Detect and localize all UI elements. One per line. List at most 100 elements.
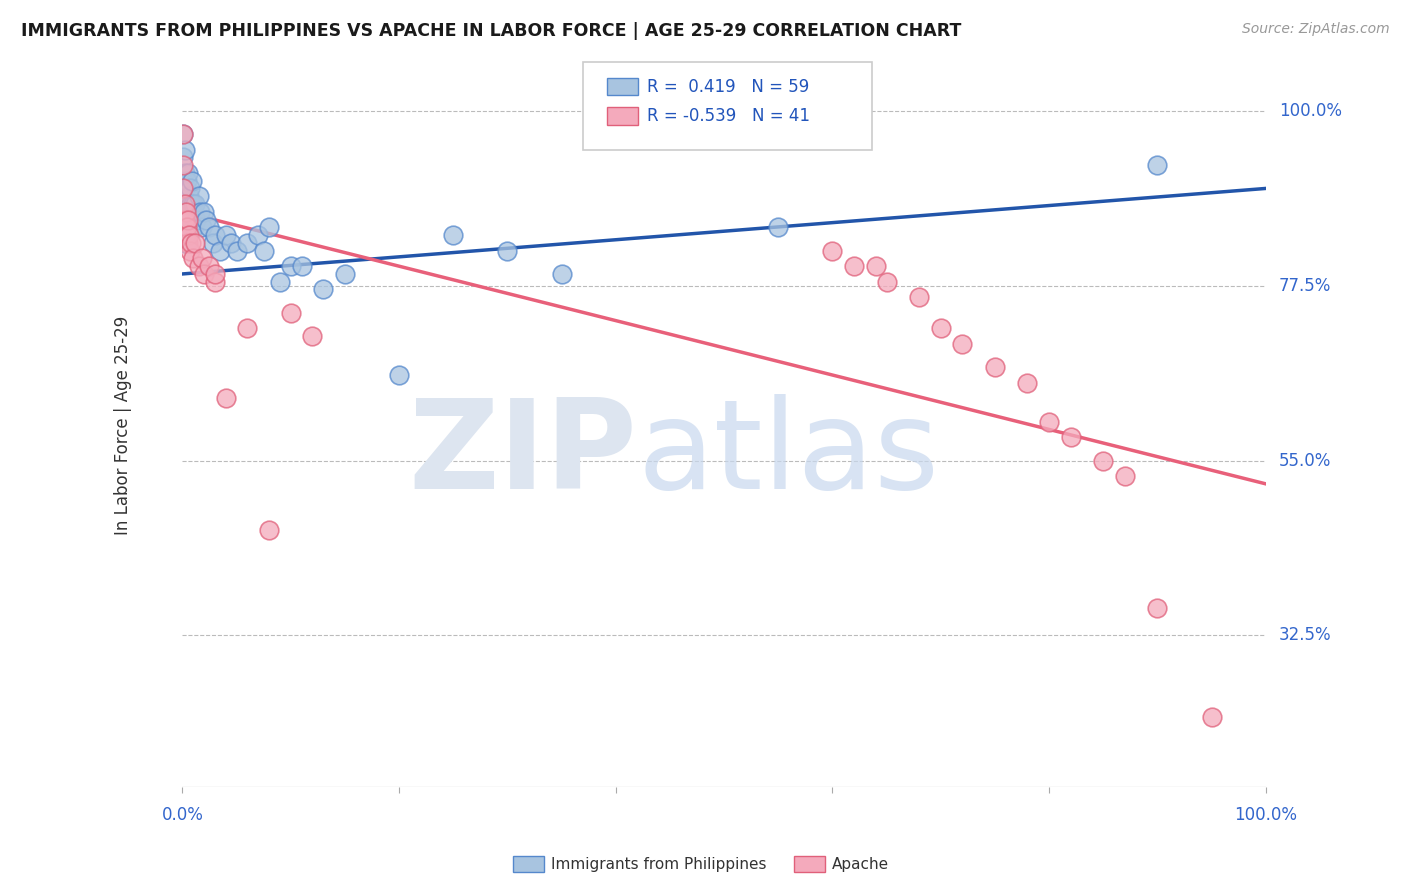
Point bbox=[201, 235, 224, 250]
Point bbox=[174, 220, 197, 235]
Point bbox=[301, 329, 323, 343]
Point bbox=[177, 235, 200, 250]
Point bbox=[280, 259, 302, 273]
Text: ZIP: ZIP bbox=[409, 394, 637, 515]
Point bbox=[177, 197, 200, 211]
Text: 32.5%: 32.5% bbox=[1278, 626, 1331, 644]
Text: R =  0.419   N = 59: R = 0.419 N = 59 bbox=[647, 78, 808, 95]
Point bbox=[252, 244, 274, 258]
Point bbox=[174, 181, 197, 195]
Text: atlas: atlas bbox=[637, 394, 939, 515]
Point bbox=[172, 158, 194, 172]
Point bbox=[876, 275, 898, 289]
Point bbox=[179, 212, 201, 227]
Point bbox=[766, 220, 789, 235]
Point bbox=[257, 220, 280, 235]
Point bbox=[204, 275, 226, 289]
Point bbox=[183, 220, 205, 235]
Point bbox=[176, 228, 198, 243]
Point bbox=[179, 244, 201, 258]
Point bbox=[173, 212, 195, 227]
Text: 100.0%: 100.0% bbox=[1234, 806, 1298, 824]
Point bbox=[1201, 710, 1223, 724]
Point bbox=[1060, 430, 1083, 444]
Point bbox=[842, 259, 865, 273]
Point bbox=[173, 197, 195, 211]
Point bbox=[172, 228, 194, 243]
Point bbox=[181, 252, 204, 266]
Text: Apache: Apache bbox=[832, 857, 890, 871]
Text: 0.0%: 0.0% bbox=[162, 806, 204, 824]
Point bbox=[441, 228, 464, 243]
Point bbox=[172, 150, 194, 164]
Point bbox=[950, 337, 973, 351]
Point bbox=[177, 212, 200, 227]
Point bbox=[173, 166, 195, 180]
Text: R = -0.539   N = 41: R = -0.539 N = 41 bbox=[647, 107, 810, 125]
Point bbox=[174, 235, 197, 250]
Point bbox=[176, 174, 198, 188]
Point bbox=[172, 181, 194, 195]
Point bbox=[1146, 158, 1168, 172]
Point bbox=[209, 244, 232, 258]
Point bbox=[173, 235, 195, 250]
Point bbox=[204, 228, 226, 243]
Point bbox=[188, 204, 211, 219]
Point bbox=[1114, 469, 1136, 483]
Point bbox=[181, 174, 204, 188]
Point bbox=[176, 220, 198, 235]
Point bbox=[193, 267, 215, 281]
Point bbox=[280, 306, 302, 320]
Point bbox=[984, 360, 1007, 375]
Point bbox=[247, 228, 270, 243]
Text: In Labor Force | Age 25-29: In Labor Force | Age 25-29 bbox=[114, 316, 132, 535]
Point bbox=[1017, 376, 1039, 390]
Point bbox=[177, 228, 200, 243]
Point bbox=[290, 259, 312, 273]
Point bbox=[177, 166, 200, 180]
Point bbox=[191, 252, 214, 266]
Point bbox=[257, 524, 280, 538]
Point bbox=[172, 127, 194, 141]
Point bbox=[172, 220, 194, 235]
Point bbox=[186, 212, 208, 227]
Text: Source: ZipAtlas.com: Source: ZipAtlas.com bbox=[1241, 22, 1389, 37]
Point bbox=[172, 204, 194, 219]
Point bbox=[174, 228, 197, 243]
Text: 100.0%: 100.0% bbox=[1278, 102, 1341, 120]
Point bbox=[821, 244, 844, 258]
Point bbox=[1092, 453, 1115, 467]
Point bbox=[187, 259, 209, 273]
Point bbox=[496, 244, 519, 258]
Point bbox=[269, 275, 291, 289]
Point bbox=[191, 220, 214, 235]
Point bbox=[184, 235, 207, 250]
Text: 55.0%: 55.0% bbox=[1278, 451, 1331, 469]
Point bbox=[312, 283, 335, 297]
Point bbox=[187, 189, 209, 203]
Point bbox=[333, 267, 356, 281]
Point bbox=[179, 181, 201, 195]
Point bbox=[198, 259, 221, 273]
Point bbox=[172, 127, 194, 141]
Point bbox=[225, 244, 247, 258]
Point bbox=[236, 235, 259, 250]
Point bbox=[215, 228, 238, 243]
Point bbox=[180, 235, 202, 250]
Point bbox=[550, 267, 572, 281]
Point bbox=[198, 220, 221, 235]
Point bbox=[388, 368, 411, 382]
Point bbox=[172, 174, 194, 188]
Point bbox=[204, 267, 226, 281]
Point bbox=[865, 259, 887, 273]
Point bbox=[173, 143, 195, 157]
Point bbox=[177, 189, 200, 203]
Point bbox=[174, 204, 197, 219]
Point bbox=[1038, 415, 1060, 429]
Point bbox=[174, 204, 197, 219]
Point bbox=[181, 197, 204, 211]
Point bbox=[173, 197, 195, 211]
Point bbox=[180, 197, 202, 211]
Point bbox=[172, 189, 194, 203]
Point bbox=[177, 220, 200, 235]
